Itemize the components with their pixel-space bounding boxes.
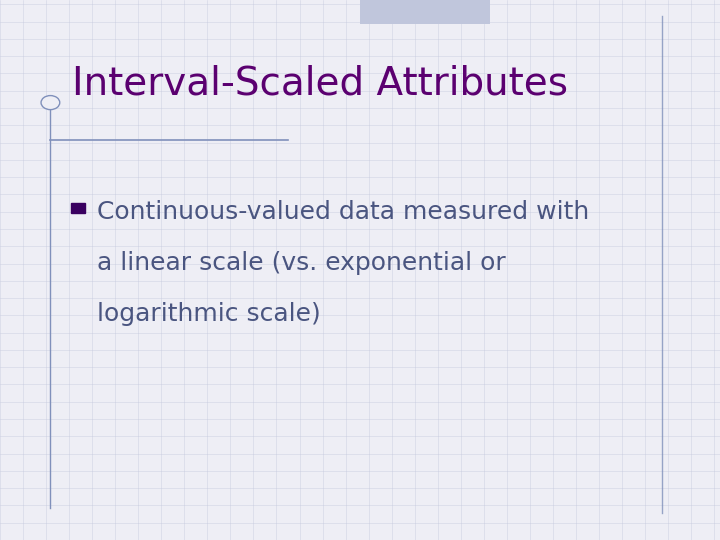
Bar	[360, 0, 490, 24]
Text: a linear scale (vs. exponential or: a linear scale (vs. exponential or	[97, 251, 506, 275]
Text: Continuous-valued data measured with: Continuous-valued data measured with	[97, 200, 590, 224]
Text: Interval-Scaled Attributes: Interval-Scaled Attributes	[72, 65, 568, 103]
Text: logarithmic scale): logarithmic scale)	[97, 302, 321, 326]
Circle shape	[41, 96, 60, 110]
